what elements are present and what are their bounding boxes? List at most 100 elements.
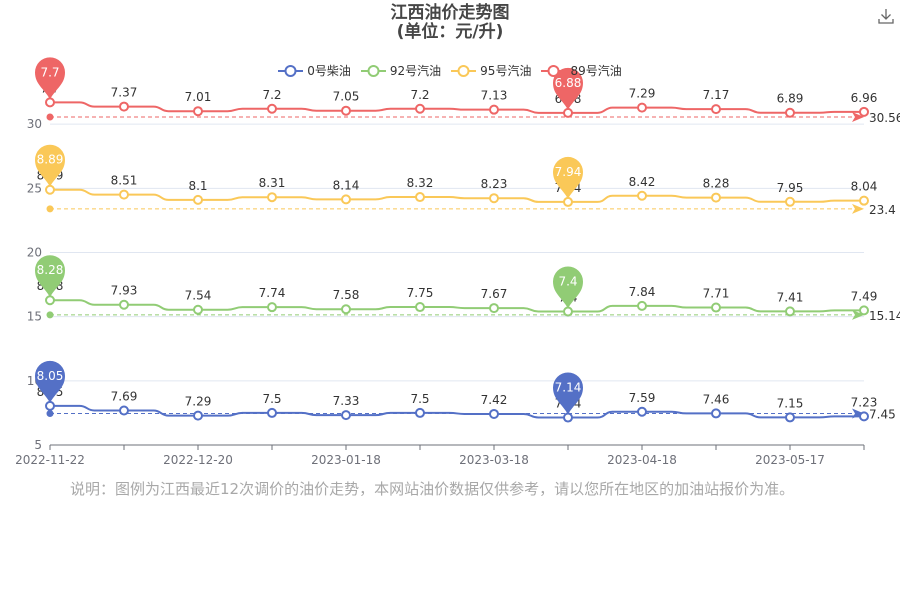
data-point	[637, 102, 647, 113]
chart-title: 江西油价走势图	[390, 3, 510, 23]
data-point	[341, 105, 351, 116]
data-label: 8.14	[333, 178, 360, 192]
data-point	[711, 408, 721, 419]
data-point	[267, 407, 277, 418]
series-92号汽油: 15.14 8.28 7.93 7.54 7.74 7.58 7.75 7.67 7.4 7.84…	[35, 255, 900, 323]
data-point	[563, 196, 573, 207]
data-point	[711, 302, 721, 313]
legend-label: 0号柴油	[307, 64, 351, 78]
average-label: 15.14	[869, 309, 900, 323]
data-label: 7.37	[111, 86, 138, 100]
x-tick-label: 2022-12-20	[163, 453, 233, 467]
max-marker-label: 8.28	[37, 263, 64, 277]
download-icon[interactable]	[876, 6, 896, 26]
data-label: 8.32	[407, 176, 434, 190]
x-tick-label: 2023-03-18	[459, 453, 529, 467]
data-point	[711, 104, 721, 115]
x-tick-label: 2023-05-17	[755, 453, 825, 467]
series-line	[50, 101, 864, 114]
data-point	[45, 97, 55, 108]
max-marker	[35, 57, 65, 100]
legend-item[interactable]: 95号汽油	[451, 62, 531, 79]
data-point	[637, 190, 647, 201]
min-marker	[553, 266, 583, 309]
data-label: 7.5	[410, 392, 429, 406]
data-label: 6.96	[851, 91, 878, 105]
y-tick-label: 30	[27, 117, 42, 131]
data-label: 7.29	[185, 395, 212, 409]
legend-item[interactable]: 92号汽油	[360, 62, 441, 79]
data-point	[859, 195, 869, 206]
average-line-start	[46, 311, 54, 319]
data-point	[341, 304, 351, 315]
data-point	[415, 103, 425, 114]
average-label: 30.56	[869, 111, 900, 125]
data-label: 7.41	[777, 290, 804, 304]
data-label: 7.46	[703, 392, 730, 406]
data-label: 7.67	[481, 287, 508, 301]
y-tick-label: 20	[27, 246, 42, 260]
data-point	[193, 304, 203, 315]
data-point	[563, 107, 573, 118]
data-point	[637, 406, 647, 417]
min-marker-label: 7.14	[555, 381, 582, 395]
series-line	[50, 299, 864, 313]
data-label: 7.54	[185, 289, 212, 303]
series-0号柴油: 7.45 8.05 7.69 7.29 7.5 7.33 7.5 7.42 7.14 7.59 7.…	[35, 360, 896, 423]
data-label: 7.2	[262, 88, 281, 102]
chart-legend: 0号柴油 92号汽油 95号汽油 89号汽油	[0, 62, 900, 81]
data-point	[45, 400, 55, 411]
y-tick-label: 5	[34, 438, 42, 452]
data-label: 7.84	[629, 285, 656, 299]
data-label: 7.33	[333, 394, 360, 408]
data-point	[785, 107, 795, 118]
data-label: 7.59	[629, 391, 656, 405]
legend-line-icon	[360, 64, 386, 77]
data-point	[45, 295, 55, 306]
data-label: 7.23	[851, 395, 878, 409]
data-point	[193, 194, 203, 205]
data-label: 7.75	[407, 286, 434, 300]
data-point	[711, 192, 721, 203]
chart-title-block: 江西油价走势图 (单位：元/升)	[0, 4, 900, 42]
average-line-arrow	[852, 111, 864, 122]
average-line-start	[46, 205, 54, 213]
data-label: 7.29	[629, 87, 656, 101]
x-tick-label: 2023-01-18	[311, 453, 381, 467]
data-point	[859, 411, 869, 422]
min-marker-label: 6.88	[555, 76, 582, 90]
data-point	[859, 106, 869, 117]
data-point	[637, 300, 647, 311]
series-line	[50, 188, 864, 203]
data-label: 8.04	[851, 180, 878, 194]
min-marker	[553, 67, 583, 110]
data-label: 7.58	[333, 288, 360, 302]
legend-item[interactable]: 0号柴油	[278, 62, 351, 79]
average-label: 23.4	[869, 203, 896, 217]
data-point	[859, 305, 869, 316]
data-label: 7.74	[259, 286, 286, 300]
average-line-start	[46, 410, 54, 418]
data-point	[119, 405, 129, 416]
legend-item[interactable]: 89号汽油	[541, 62, 622, 79]
legend-line-icon	[278, 64, 304, 77]
data-point	[119, 101, 129, 112]
chart-note: 说明：图例为江西最近12次调价的油价走势，本网站油价数据仅供参考，请以您所在地区…	[70, 480, 795, 498]
data-point	[489, 104, 499, 115]
data-label: 8.23	[481, 177, 508, 191]
max-marker	[35, 144, 65, 187]
data-point	[563, 412, 573, 423]
legend-label: 95号汽油	[480, 64, 532, 78]
average-line-start	[46, 113, 54, 121]
x-tick-label: 2022-11-22	[15, 453, 85, 467]
series-89号汽油: 30.56 7.7 7.37 7.01 7.2 7.05 7.2 7.13 6.88 7.29 7.…	[35, 57, 900, 125]
data-point	[267, 192, 277, 203]
data-label: 7.95	[777, 181, 804, 195]
legend-line-icon	[541, 64, 567, 77]
min-marker	[553, 156, 583, 199]
data-label: 7.71	[703, 287, 730, 301]
data-label: 8.1	[188, 179, 207, 193]
data-label: 6.89	[777, 92, 804, 106]
data-point	[489, 408, 499, 419]
